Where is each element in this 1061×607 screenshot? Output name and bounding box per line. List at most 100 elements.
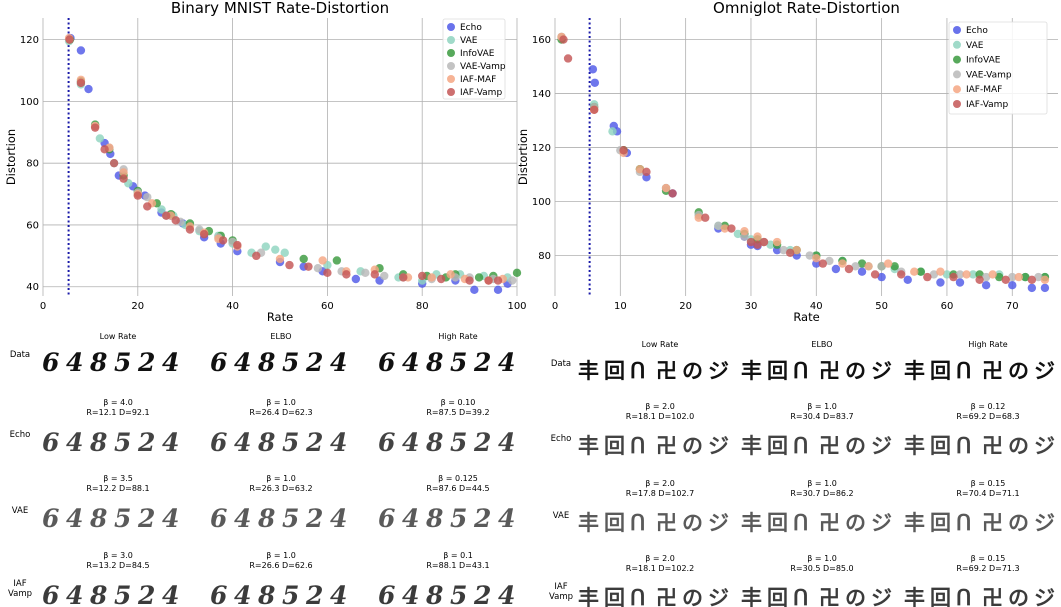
point-iaf-vamp <box>418 271 427 281</box>
point-iaf-vamp <box>727 224 736 233</box>
point-echo <box>76 46 86 55</box>
point-echo <box>877 272 886 282</box>
beta-annotation: β = 0.125 <box>438 474 478 483</box>
sample-glyph: 丰 <box>741 358 762 383</box>
sample-glyph: 丰 <box>904 510 925 535</box>
sample-glyph: ᑎ <box>793 433 808 458</box>
row-label: Data <box>551 359 571 369</box>
sample-glyph: 卍 <box>819 510 840 535</box>
sample-glyph: 卍 <box>982 510 1003 535</box>
sample-glyph: 4 <box>162 504 179 533</box>
point-vae-vamp <box>313 264 323 273</box>
legend-label: VAE <box>966 41 984 51</box>
sample-glyph: 4 <box>330 348 347 377</box>
point-vae-vamp <box>361 268 370 278</box>
sample-glyph: 4 <box>498 348 515 377</box>
legend-label: VAE-Vamp <box>460 62 506 72</box>
point-vae-vamp <box>877 262 886 271</box>
point-iaf-maf <box>119 168 128 177</box>
point-iaf-maf <box>792 245 801 255</box>
sample-glyph: 回 <box>930 358 951 383</box>
sample-glyph: ᑎ <box>630 585 645 607</box>
row-label: Data <box>10 350 30 360</box>
y-tick-label: 100 <box>20 97 39 108</box>
point-iaf-maf <box>838 259 847 268</box>
sample-glyph: 8 <box>425 504 443 533</box>
point-echo <box>1008 281 1017 290</box>
rate-distortion-annotation: R=30.4 D=83.7 <box>790 412 853 421</box>
point-vae <box>942 270 952 279</box>
point-iaf-vamp <box>1027 275 1037 285</box>
point-iaf-maf <box>720 224 730 233</box>
point-iaf-maf <box>1014 272 1024 282</box>
sample-glyph: 回 <box>604 510 625 535</box>
sample-glyph: 6 <box>210 504 227 533</box>
point-iaf-vamp <box>76 78 86 88</box>
y-axis-label: Distortion <box>4 129 18 185</box>
sample-glyph: 4 <box>162 348 179 377</box>
beta-annotation: β = 4.0 <box>103 398 133 407</box>
sample-glyph: 4 <box>498 428 515 457</box>
sample-glyph: 2 <box>473 428 491 457</box>
point-infovae <box>512 268 522 278</box>
sample-glyph: 4 <box>234 504 251 533</box>
sample-glyph: の <box>845 358 866 383</box>
sample-glyph: 卍 <box>819 433 840 458</box>
rate-distortion-annotation: R=87.6 D=44.5 <box>426 484 489 493</box>
x-tick-label: 0 <box>40 301 46 312</box>
sample-glyph: 回 <box>767 358 788 383</box>
legend-label: VAE <box>460 36 478 46</box>
sample-glyph: 5 <box>282 428 299 457</box>
beta-annotation: β = 3.5 <box>103 474 133 483</box>
sample-glyph: の <box>845 510 866 535</box>
point-iaf-vamp <box>218 236 228 245</box>
point-iaf-maf <box>883 259 893 268</box>
y-tick-label: 100 <box>532 197 551 208</box>
point-iaf-vamp <box>818 259 828 268</box>
point-vae <box>271 245 280 254</box>
point-iaf-vamp <box>370 270 379 279</box>
point-vae <box>280 248 289 257</box>
sample-glyph: 2 <box>137 428 155 457</box>
point-iaf-vamp <box>746 237 756 247</box>
sample-glyph: 卍 <box>819 585 840 607</box>
sample-glyph: 丰 <box>578 433 599 458</box>
sample-glyph: 6 <box>210 348 227 377</box>
row-label: IAF <box>13 579 26 589</box>
x-tick-label: 40 <box>810 301 823 312</box>
legend-marker <box>953 100 961 108</box>
point-echo <box>351 274 361 284</box>
sample-glyph: 4 <box>330 428 347 457</box>
point-echo <box>588 65 598 74</box>
beta-annotation: β = 0.1 <box>443 551 473 560</box>
point-iaf-vamp <box>199 230 209 239</box>
sample-glyph: の <box>1008 358 1029 383</box>
point-iaf-vamp <box>342 270 351 279</box>
point-infovae <box>1021 272 1030 282</box>
sample-glyph: 8 <box>257 581 275 607</box>
sample-glyph: 4 <box>330 504 347 533</box>
y-tick-label: 120 <box>532 143 551 154</box>
sample-glyph: 8 <box>257 428 275 457</box>
sample-glyph: 回 <box>604 585 625 607</box>
point-iaf-vamp <box>100 145 109 154</box>
beta-annotation: β = 2.0 <box>645 554 675 563</box>
rate-distortion-annotation: R=30.7 D=86.2 <box>790 489 853 498</box>
sample-glyph: 4 <box>402 504 419 533</box>
sample-glyph: 丰 <box>741 510 762 535</box>
sample-glyph: 5 <box>282 581 299 607</box>
point-echo <box>84 84 93 94</box>
sample-glyph: 回 <box>604 433 625 458</box>
sample-glyph: 6 <box>42 428 59 457</box>
point-iaf-vamp <box>143 202 152 211</box>
sample-glyph: ᑎ <box>956 433 971 458</box>
sample-glyph: 5 <box>450 504 467 533</box>
legend-marker <box>447 62 455 70</box>
column-header: ELBO <box>811 340 832 349</box>
beta-annotation: β = 2.0 <box>645 402 675 411</box>
point-iaf-vamp <box>923 272 932 282</box>
sample-glyph: 6 <box>378 581 395 607</box>
point-iaf-maf <box>635 164 645 174</box>
point-infovae <box>890 262 899 271</box>
